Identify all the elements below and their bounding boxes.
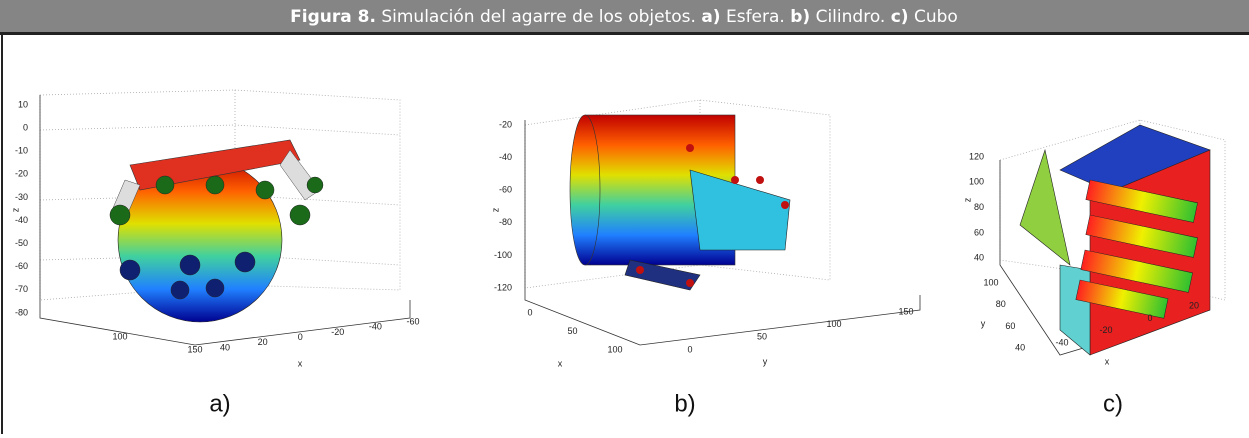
tick-label: 120 (969, 151, 984, 161)
axis-name: x (558, 358, 563, 368)
part-label: c) (891, 7, 909, 27)
tick-label: -80 (15, 307, 28, 317)
tick-label: -60 (15, 261, 28, 271)
caption-text: Simulación del agarre de los objetos. (381, 7, 696, 27)
tick-label: 0 (23, 122, 28, 132)
tick-label: 0 (527, 307, 532, 317)
tick-label: 100 (826, 319, 841, 329)
tick-label: 60 (1005, 321, 1015, 331)
border (1, 32, 3, 434)
axis-name: z (490, 207, 500, 212)
panel-b-plot (525, 100, 920, 345)
part-label: b) (790, 7, 810, 27)
tick-label: -70 (15, 284, 28, 294)
tick-label: 20 (258, 337, 268, 347)
tick-label: -120 (494, 282, 512, 292)
axis-name: y (763, 356, 768, 366)
tick-label: 50 (567, 326, 577, 336)
tick-label: -40 (499, 152, 512, 162)
axis-name: z (962, 197, 972, 202)
tick-label: 80 (974, 202, 984, 212)
tick-label: -40 (1055, 337, 1068, 347)
part-label: a) (701, 7, 720, 27)
tick-label: 20 (1189, 300, 1199, 310)
tick-label: 100 (969, 177, 984, 187)
tick-label: -20 (331, 327, 344, 337)
tick-label: -20 (1099, 325, 1112, 335)
rule (0, 32, 1249, 35)
panel-c-plot (1000, 120, 1225, 355)
panel-a-plot (40, 90, 410, 345)
tick-label: 100 (983, 277, 998, 287)
tick-label: 100 (112, 331, 127, 341)
tick-label: -60 (499, 185, 512, 195)
tick-label: 40 (974, 253, 984, 263)
caption: Figura 8. Simulación del agarre de los o… (290, 7, 958, 27)
caption-label: Figura 8. (290, 7, 376, 27)
tick-label: -20 (499, 119, 512, 129)
panel-label: c) (1103, 390, 1123, 417)
axis-name: y (981, 318, 986, 328)
tick-label: -10 (15, 146, 28, 156)
part-text: Cilindro. (816, 7, 886, 27)
tick-label: 60 (974, 227, 984, 237)
tick-label: 0 (687, 344, 692, 354)
tick-label: 0 (298, 332, 303, 342)
axis-name: x (298, 358, 303, 368)
axis-name: x (1105, 356, 1110, 366)
tick-label: 10 (18, 99, 28, 109)
tick-label: -80 (499, 217, 512, 227)
tick-label: -30 (15, 192, 28, 202)
tick-label: -40 (369, 322, 382, 332)
tick-label: -100 (494, 250, 512, 260)
tick-label: -20 (15, 169, 28, 179)
tick-label: 150 (187, 344, 202, 354)
tick-label: -60 (406, 316, 419, 326)
tick-label: 150 (898, 306, 913, 316)
part-text: Cubo (914, 7, 958, 27)
tick-label: 100 (607, 344, 622, 354)
tick-label: 0 (1147, 313, 1152, 323)
axis-name: z (10, 207, 20, 212)
part-text: Esfera. (726, 7, 785, 27)
tick-label: 50 (757, 332, 767, 342)
tick-label: 40 (220, 342, 230, 352)
tick-label: 80 (996, 299, 1006, 309)
panel-label: a) (209, 390, 230, 417)
tick-label: 40 (1015, 342, 1025, 352)
tick-label: -50 (15, 238, 28, 248)
page: {"caption": {"label": "Figura 8.", "text… (0, 0, 1249, 434)
figure: Figura 8. Simulación del agarre de los o… (0, 0, 1249, 434)
panel-label: b) (674, 390, 695, 417)
tick-label: -40 (15, 215, 28, 225)
